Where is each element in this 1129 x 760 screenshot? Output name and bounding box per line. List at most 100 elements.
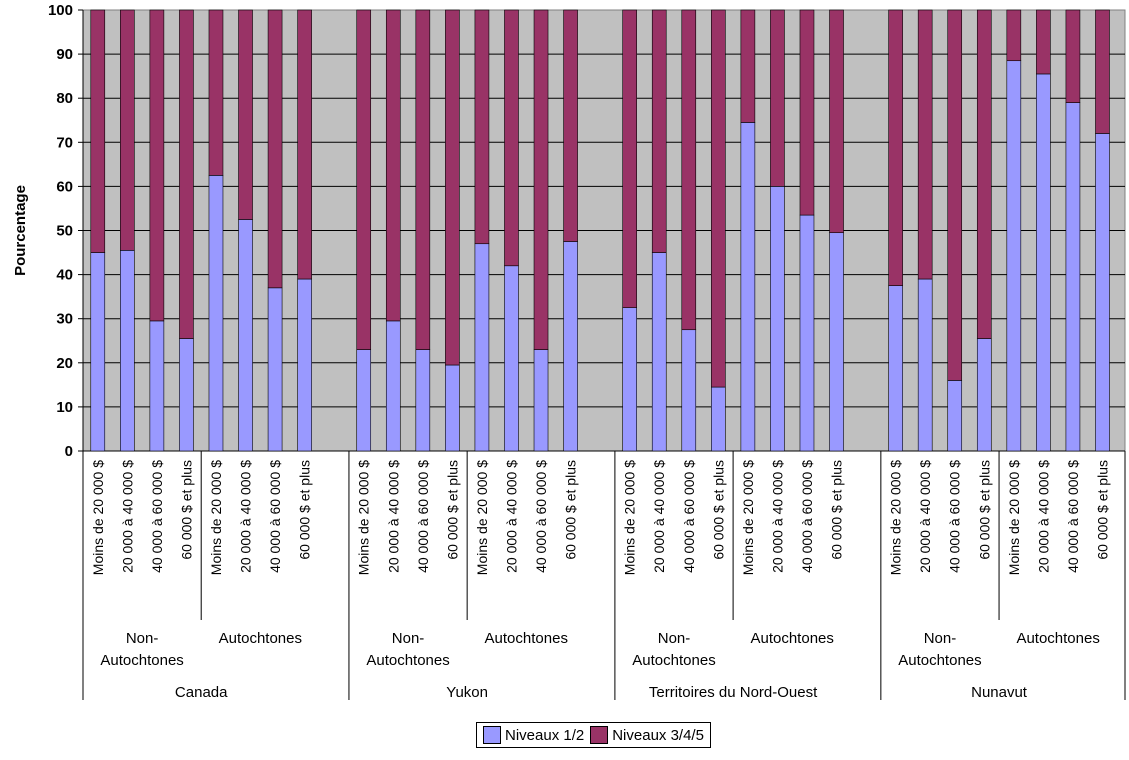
- bar-niveaux-1-2: [179, 338, 194, 452]
- x-category-label: Moins de 20 000 $: [208, 460, 224, 575]
- y-axis-title: Pourcentage: [12, 185, 29, 276]
- bar-niveaux-1-2: [888, 285, 903, 452]
- bar-niveaux-3-4-5: [445, 9, 460, 366]
- y-tick-label: 60: [56, 178, 73, 195]
- legend-swatch-niveaux-3-4-5: [590, 726, 609, 744]
- x-population-label: Non-: [392, 630, 425, 647]
- bar-niveaux-1-2: [149, 320, 165, 452]
- x-category-label: 40 000 à 60 000 $: [415, 460, 431, 573]
- bar-niveaux-3-4-5: [385, 9, 401, 322]
- bar-niveaux-1-2: [622, 307, 637, 452]
- bar-niveaux-1-2: [976, 338, 992, 452]
- y-tick-label: 30: [56, 311, 73, 328]
- x-category-label: 20 000 à 40 000 $: [503, 460, 519, 573]
- bar-niveaux-3-4-5: [1065, 9, 1081, 103]
- x-category-label: 20 000 à 40 000 $: [119, 460, 135, 573]
- legend-item-niveaux-1-2: Niveaux 1/2: [483, 726, 584, 744]
- bar-niveaux-3-4-5: [356, 9, 372, 350]
- x-category-label: 60 000 $ et plus: [178, 460, 194, 560]
- bar-niveaux-3-4-5: [90, 9, 106, 253]
- bar-niveaux-1-2: [297, 278, 312, 452]
- x-category-label: Moins de 20 000 $: [90, 460, 106, 575]
- y-tick-label: 90: [56, 46, 73, 63]
- bar-niveaux-1-2: [740, 122, 756, 452]
- bar-niveaux-1-2: [770, 186, 785, 452]
- x-category-label: 20 000 à 40 000 $: [385, 460, 401, 573]
- bar-niveaux-3-4-5: [917, 9, 933, 280]
- x-category-label: 20 000 à 40 000 $: [651, 460, 667, 573]
- x-category-label: 60 000 $ et plus: [829, 460, 845, 560]
- x-category-label: Moins de 20 000 $: [622, 460, 638, 575]
- x-category-label: 40 000 à 60 000 $: [533, 460, 549, 573]
- x-category-label: 40 000 à 60 000 $: [149, 460, 165, 573]
- bar-niveaux-3-4-5: [563, 9, 578, 242]
- x-category-label: 40 000 à 60 000 $: [681, 460, 697, 573]
- bar-niveaux-1-2: [651, 252, 667, 452]
- x-category-label: Moins de 20 000 $: [888, 460, 904, 575]
- bar-niveaux-1-2: [504, 265, 519, 452]
- bar-niveaux-3-4-5: [120, 9, 135, 251]
- x-category-label: 20 000 à 40 000 $: [238, 460, 254, 573]
- x-category-label: 60 000 $ et plus: [444, 460, 460, 560]
- x-category-label: 20 000 à 40 000 $: [1035, 460, 1051, 573]
- bar-niveaux-1-2: [238, 219, 253, 452]
- x-region-label-territoires-du-nord-ouest: Territoires du Nord-Ouest: [649, 684, 818, 701]
- bar-niveaux-3-4-5: [947, 9, 963, 381]
- bar-niveaux-3-4-5: [238, 9, 253, 220]
- bar-niveaux-1-2: [947, 380, 963, 452]
- x-category-label: 40 000 à 60 000 $: [1065, 460, 1081, 573]
- x-category-label: 20 000 à 40 000 $: [769, 460, 785, 573]
- x-population-label: Autochtones: [100, 652, 183, 669]
- bar-niveaux-1-2: [1006, 60, 1022, 452]
- x-category-label: 20 000 à 40 000 $: [917, 460, 933, 573]
- bar-niveaux-1-2: [917, 278, 933, 452]
- bar-niveaux-3-4-5: [888, 9, 903, 286]
- bar-niveaux-3-4-5: [1095, 9, 1110, 134]
- bar-niveaux-3-4-5: [267, 9, 283, 289]
- x-category-label: 60 000 $ et plus: [1094, 460, 1110, 560]
- bar-niveaux-1-2: [681, 329, 697, 452]
- bar-niveaux-1-2: [90, 252, 106, 452]
- bar-niveaux-1-2: [1036, 73, 1051, 452]
- bar-niveaux-1-2: [385, 320, 401, 452]
- bar-niveaux-1-2: [474, 243, 490, 452]
- x-population-label: Non-: [126, 630, 159, 647]
- legend-label-niveaux-1-2: Niveaux 1/2: [505, 726, 585, 744]
- bar-niveaux-3-4-5: [415, 9, 431, 350]
- x-population-label: Autochtones: [366, 652, 449, 669]
- bar-niveaux-1-2: [799, 214, 815, 452]
- y-tick-label: 70: [56, 134, 73, 151]
- y-tick-label: 40: [56, 267, 73, 284]
- x-category-label: 60 000 $ et plus: [563, 460, 579, 560]
- y-tick-label: 80: [56, 90, 73, 107]
- legend-label-niveaux-3-4-5: Niveaux 3/4/5: [612, 726, 704, 744]
- x-population-label: Autochtones: [750, 630, 833, 647]
- x-category-label: 60 000 $ et plus: [976, 460, 992, 560]
- bar-niveaux-3-4-5: [740, 9, 756, 123]
- bar-niveaux-3-4-5: [179, 9, 194, 339]
- y-tick-label: 20: [56, 355, 73, 372]
- bar-niveaux-3-4-5: [681, 9, 697, 331]
- bar-niveaux-1-2: [208, 175, 224, 452]
- bar-niveaux-3-4-5: [533, 9, 549, 350]
- x-category-label: 40 000 à 60 000 $: [799, 460, 815, 573]
- x-category-label: Moins de 20 000 $: [1006, 460, 1022, 575]
- bar-niveaux-1-2: [1065, 102, 1081, 452]
- bar-niveaux-3-4-5: [1036, 9, 1051, 75]
- bar-niveaux-3-4-5: [297, 9, 312, 280]
- x-category-label: Moins de 20 000 $: [474, 460, 490, 575]
- bar-niveaux-1-2: [533, 349, 549, 452]
- x-population-label: Autochtones: [898, 652, 981, 669]
- bar-niveaux-1-2: [267, 287, 283, 452]
- bar-niveaux-3-4-5: [622, 9, 637, 308]
- bar-niveaux-3-4-5: [1006, 9, 1022, 62]
- x-category-label: 40 000 à 60 000 $: [947, 460, 963, 573]
- bar-niveaux-1-2: [563, 241, 578, 452]
- x-category-label: 60 000 $ et plus: [710, 460, 726, 560]
- y-tick-label: 10: [56, 399, 73, 416]
- bar-niveaux-3-4-5: [474, 9, 490, 245]
- x-category-label: Moins de 20 000 $: [740, 460, 756, 575]
- bar-niveaux-3-4-5: [829, 9, 844, 234]
